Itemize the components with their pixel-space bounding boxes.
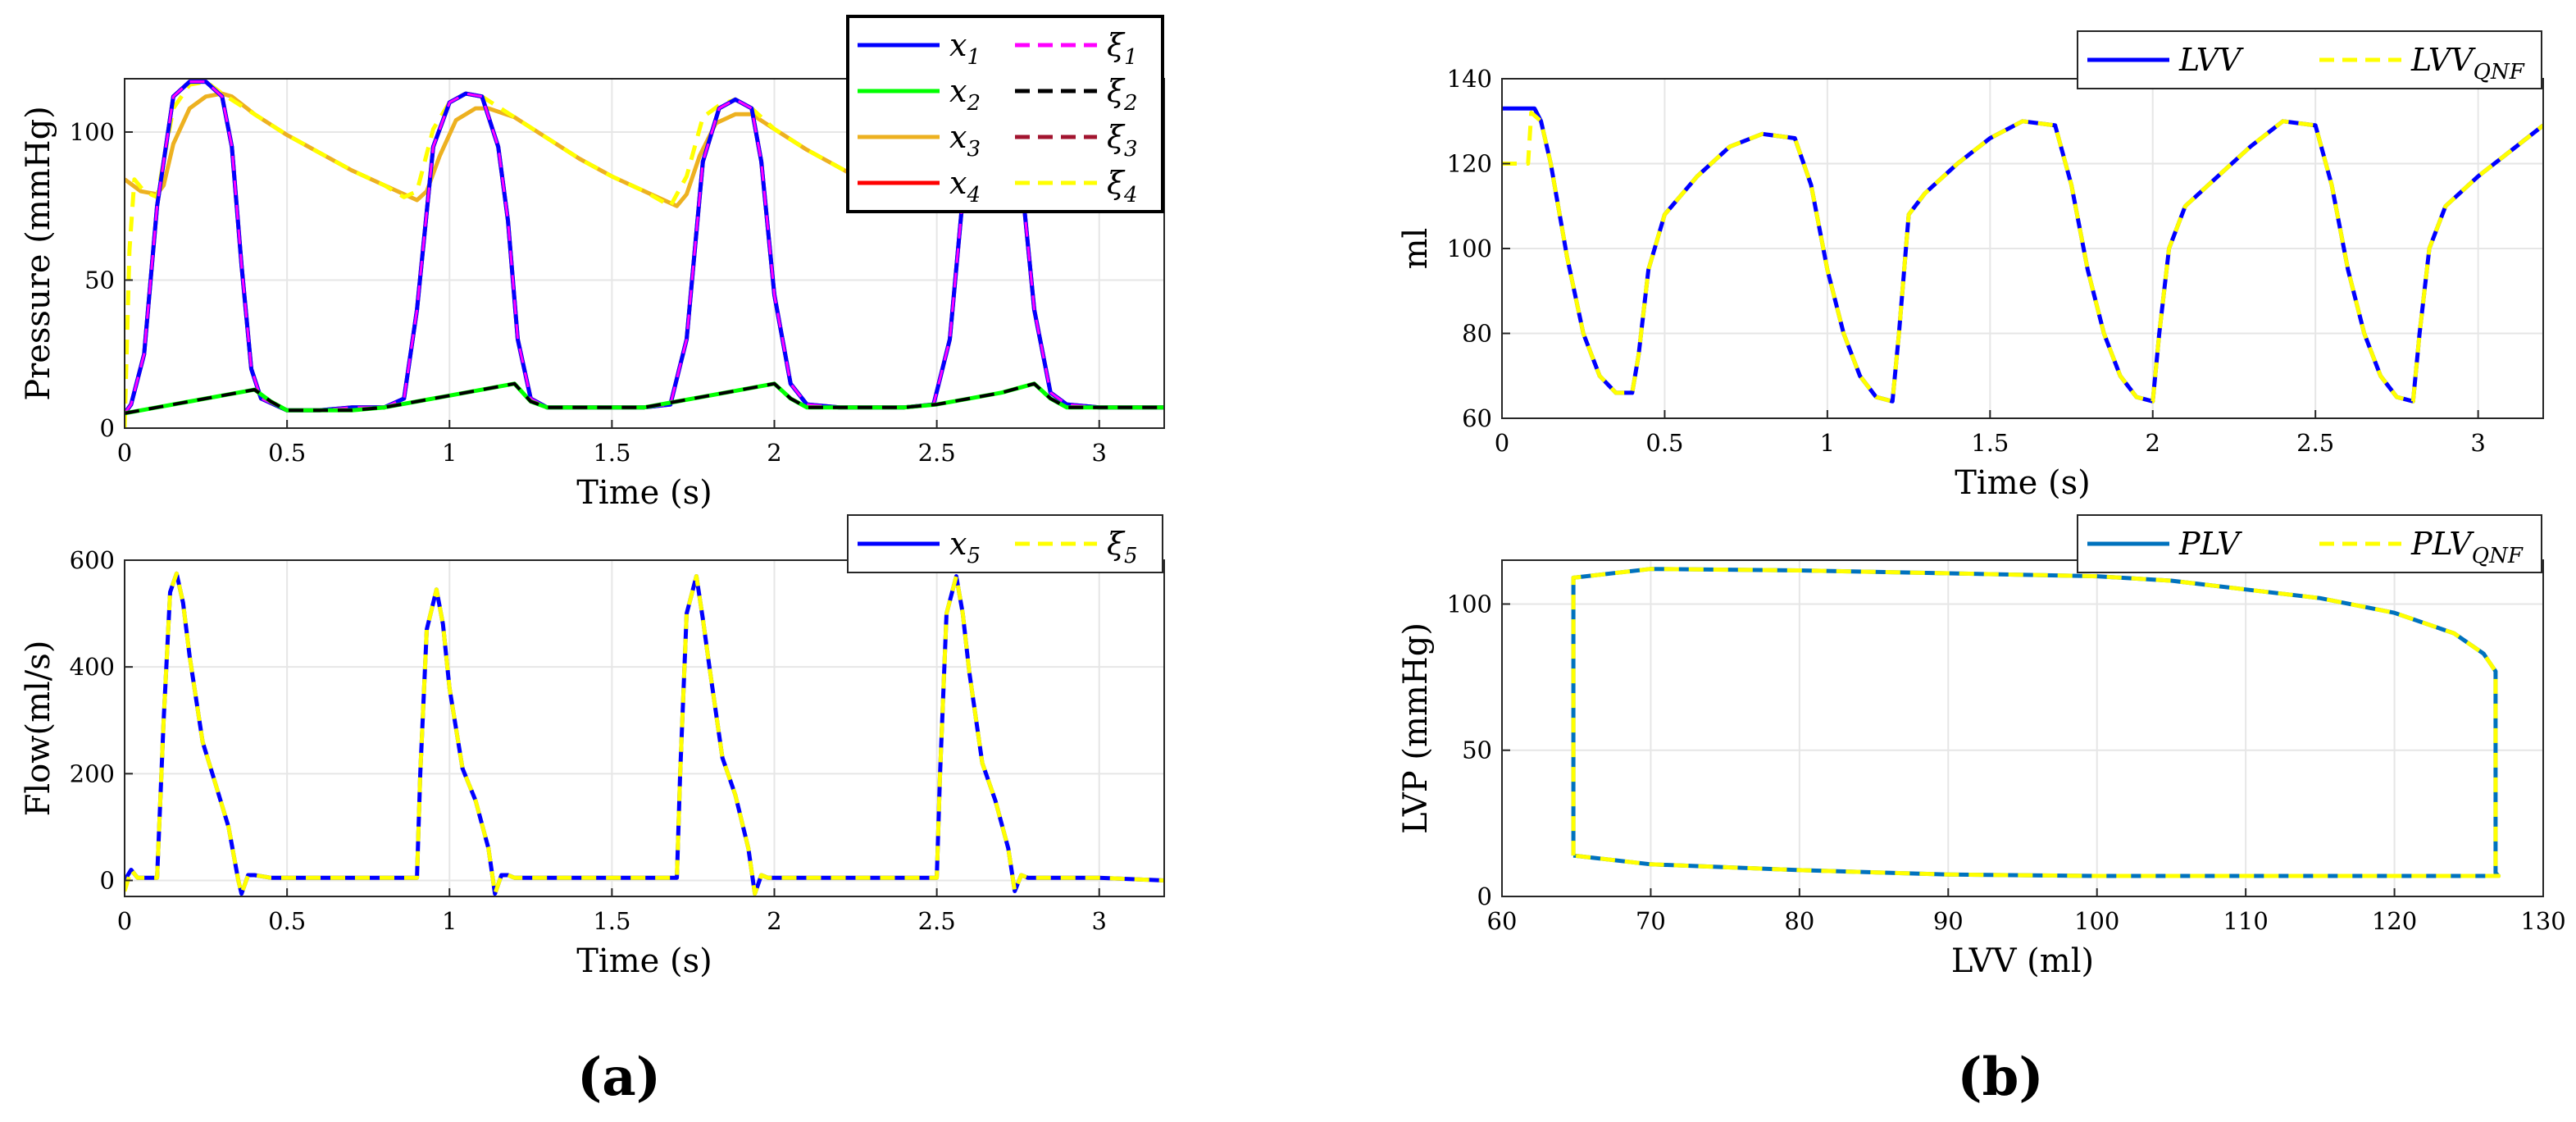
axes-box [1501, 559, 2544, 897]
xtick-label: 0 [117, 907, 132, 935]
legend-entry-label: x3 [949, 119, 981, 162]
xtick-label: 70 [1636, 907, 1666, 935]
xtick-label: 1.5 [593, 439, 630, 467]
ytick-label: 50 [1462, 737, 1492, 764]
legend-entry-label: LVV [2178, 42, 2244, 78]
legend-entry-subscript: QNF [2472, 544, 2524, 568]
series-xi5-line [125, 571, 1164, 896]
ytick-label: 400 [70, 653, 115, 681]
series-group [125, 571, 1164, 896]
ytick-label: 80 [1462, 320, 1492, 348]
xtick-label: 90 [1933, 907, 1964, 935]
xtick-label: 60 [1487, 907, 1518, 935]
pv-loop-chart: 60 70 80 90 100 110 120 130 0 50 100 LVV (ml) LVP (m… [1397, 514, 2566, 980]
ytick-label: 50 [84, 266, 115, 294]
axes-box [124, 78, 1165, 429]
xtick-label: 2.5 [918, 907, 956, 935]
ytick-label: 0 [100, 866, 115, 894]
legend-entry-subscript: 1 [1124, 45, 1138, 70]
xtick-label: 1 [1820, 429, 1835, 457]
xtick-label: 120 [2372, 907, 2417, 935]
ytick-label: 60 [1462, 404, 1492, 432]
y-axis-label: LVP (mmHg) [1397, 623, 1435, 834]
legend-entry-subscript: 3 [1124, 137, 1138, 162]
series-group [1502, 106, 2543, 404]
legend: x5 ξ5 [847, 514, 1163, 573]
ytick-label: 140 [1447, 65, 1492, 93]
pressure-chart: 0 0.5 1 1.5 2 2.5 3 0 50 100 Time (s) Pressure (mmH… [20, 15, 1165, 512]
xtick-label: 130 [2520, 907, 2565, 935]
x-axis-label: LVV (ml) [1951, 942, 2094, 980]
xtick-label: 1.5 [1971, 429, 2009, 457]
xtick-label: 110 [2223, 907, 2268, 935]
xtick-label: 2.5 [2296, 429, 2334, 457]
legend: PLV PLVQNF [2077, 514, 2542, 573]
xtick-label: 2 [767, 907, 781, 935]
x-axis-label: Time (s) [1955, 464, 2091, 502]
ytick-label: 120 [1447, 150, 1492, 178]
xtick-label: 2 [2146, 429, 2160, 457]
y-axis-label: Flow(ml/s) [20, 641, 57, 817]
xtick-label: 0 [117, 439, 132, 467]
series-group [1571, 567, 2501, 878]
legend-entry-label: PLV [2178, 526, 2242, 562]
xtick-label: 100 [2074, 907, 2119, 935]
ytick-label: 100 [1447, 590, 1492, 618]
axes-box [124, 559, 1165, 897]
legend: LVV LVVQNF [2077, 30, 2542, 89]
series-plv-qnf-line [1571, 567, 2501, 878]
legend-entry-subscript: QNF [2474, 60, 2525, 84]
xtick-label: 0 [1495, 429, 1509, 457]
ytick-label: 600 [70, 546, 115, 574]
xtick-label: 1 [442, 907, 457, 935]
xtick-label: 1.5 [593, 907, 630, 935]
panel-label-a: (a) [577, 1047, 661, 1108]
xtick-label: 80 [1784, 907, 1814, 935]
ytick-label: 100 [1447, 235, 1492, 262]
xtick-label: 2.5 [918, 439, 956, 467]
xtick-label: 0.5 [268, 439, 306, 467]
series-x2-line [125, 381, 1164, 416]
legend-box [2077, 30, 2542, 89]
y-axis-label: Pressure (mmHg) [20, 106, 57, 401]
ytick-label: 200 [70, 759, 115, 787]
panel-label-b: (b) [1957, 1047, 2043, 1108]
ytick-label: 100 [70, 118, 115, 146]
legend-entry-subscript: 2 [1123, 91, 1138, 116]
x-axis-label: Time (s) [576, 474, 712, 512]
ytick-label: 0 [1477, 883, 1492, 910]
xtick-label: 0.5 [1645, 429, 1683, 457]
legend-entry-subscript: 5 [1124, 544, 1138, 568]
xtick-label: 3 [1092, 439, 1107, 467]
legend-entry-subscript: 4 [966, 183, 981, 208]
xtick-label: 3 [1092, 907, 1107, 935]
legend-box [846, 15, 1164, 213]
xtick-label: 2 [767, 439, 781, 467]
x-axis-label: Time (s) [576, 942, 712, 980]
legend-entry-label: x1 [949, 27, 981, 70]
legend-entry-subscript: 2 [966, 91, 981, 116]
xtick-label: 3 [2470, 429, 2485, 457]
xtick-label: 1 [442, 439, 457, 467]
legend-entry-subscript: 5 [967, 544, 981, 568]
y-axis-label: ml [1397, 228, 1435, 270]
legend-entry-subscript: 1 [967, 45, 981, 70]
xtick-label: 0.5 [268, 907, 306, 935]
series-lvv-qnf-line [1502, 110, 2543, 404]
legend-entry-subscript: 3 [967, 137, 981, 162]
flow-chart: 0 0.5 1 1.5 2 2.5 3 0 200 400 600 Time (s) Flow(ml/s… [20, 514, 1165, 980]
legend-entry-subscript: 4 [1123, 183, 1138, 208]
ytick-label: 0 [100, 414, 115, 442]
